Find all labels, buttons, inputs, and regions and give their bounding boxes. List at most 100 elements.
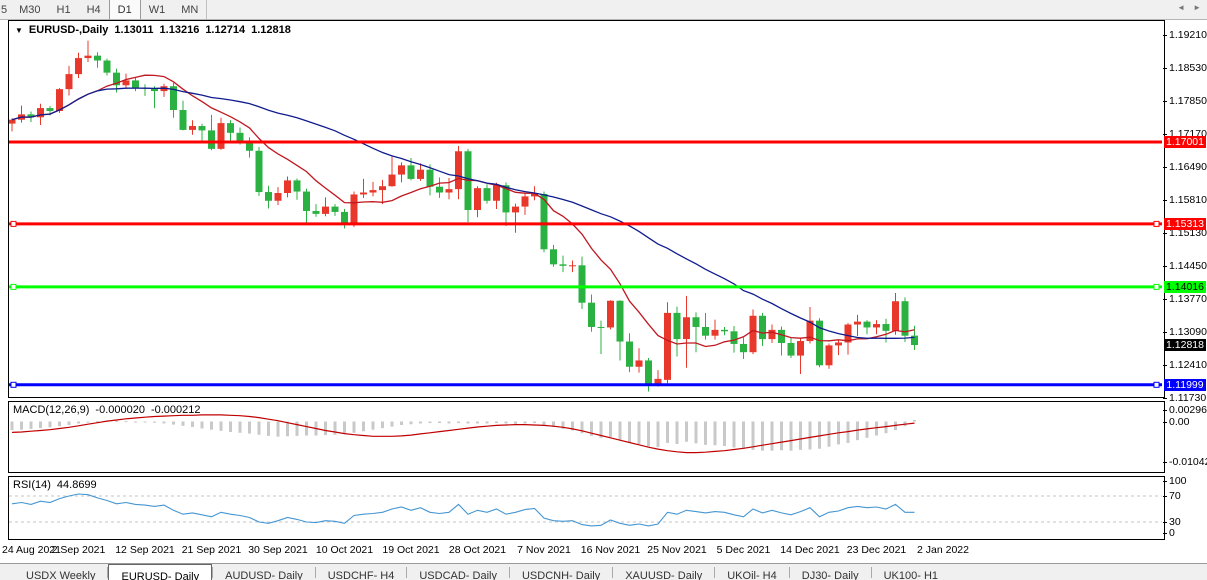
candle xyxy=(493,182,500,210)
line-anchor-handle[interactable] xyxy=(10,220,17,227)
tab-audusd-daily[interactable]: AUDUSD- Daily xyxy=(225,570,303,580)
macd-histogram-bar xyxy=(618,421,622,441)
candle xyxy=(9,118,16,132)
macd-histogram-bar xyxy=(324,421,327,436)
timeframe-button-5[interactable]: 5 xyxy=(1,3,8,16)
price-scale[interactable]: 1.19210 1.18530 1.17850 1.17170 1.16490 1.158… xyxy=(1163,0,1207,580)
date-label: 16 Nov 2021 xyxy=(580,544,641,556)
candle xyxy=(274,187,282,206)
price-tick-label: 1.13090 xyxy=(1169,325,1207,338)
macd-histogram-bar xyxy=(333,421,337,435)
line-anchor-handle[interactable] xyxy=(1153,283,1160,290)
price-tick-mark xyxy=(1163,265,1167,267)
macd-histogram-bar xyxy=(115,420,118,422)
macd-histogram-bar xyxy=(856,421,859,441)
candle xyxy=(103,58,111,76)
timeframe-button-H4[interactable]: H4 xyxy=(86,3,101,16)
rsi-tick-mark xyxy=(1163,496,1167,497)
candle xyxy=(569,260,576,273)
candle xyxy=(664,302,671,384)
rsi-tick-mark xyxy=(1163,481,1167,482)
price-tick-mark xyxy=(1163,331,1167,333)
tab-separator xyxy=(612,567,614,578)
tab-scroll-right-icon[interactable]: ► xyxy=(1193,3,1201,12)
macd-histogram-bar xyxy=(457,421,460,424)
price-chart-canvas[interactable] xyxy=(9,21,1162,395)
tab-usdx-weekly[interactable]: USDX Weekly xyxy=(26,570,96,580)
macd-histogram-bar xyxy=(172,421,175,425)
date-label: 24 Aug 2021 xyxy=(2,544,61,556)
line-anchor-handle[interactable] xyxy=(1153,220,1160,227)
candle xyxy=(578,256,586,309)
macd-histogram-bar xyxy=(248,421,251,434)
line-anchor-handle[interactable] xyxy=(1153,381,1160,388)
macd-histogram-bar xyxy=(628,421,631,443)
tab-separator xyxy=(508,567,510,578)
candle xyxy=(521,193,529,215)
price-chart-panel[interactable]: ▼ EURUSD-,Daily 1.13011 1.13216 1.12714 … xyxy=(8,20,1165,398)
macd-histogram-bar xyxy=(913,419,916,422)
candle xyxy=(322,197,329,217)
macd-histogram-bar xyxy=(751,421,755,450)
timeframe-button-MN[interactable]: MN xyxy=(181,3,199,16)
line-anchor-handle[interactable] xyxy=(10,283,17,290)
macd-histogram-bar xyxy=(352,421,356,433)
date-label: 2 Sep 2021 xyxy=(51,544,106,556)
candle xyxy=(778,326,785,356)
macd-canvas[interactable] xyxy=(9,402,1162,470)
tab-scroll-left-icon[interactable]: ◄ xyxy=(1177,3,1186,12)
ohlc-low: 1.12714 xyxy=(205,24,246,36)
candle xyxy=(692,312,700,353)
macd-histogram-bar xyxy=(656,421,660,448)
macd-histogram-bar xyxy=(818,421,821,449)
timeframe-button-D1[interactable]: D1 xyxy=(108,0,141,19)
rsi-label: RSI(14) 44.8699 xyxy=(13,479,97,491)
macd-panel[interactable]: MACD(12,26,9) -0.000020 -0.000212 xyxy=(8,401,1165,473)
timeframe-button-H1[interactable]: H1 xyxy=(56,3,71,16)
tab-usdcnh-daily[interactable]: USDCNH- Daily xyxy=(521,570,601,580)
price-tick-mark xyxy=(1163,232,1167,234)
tab-ukoil-h4[interactable]: UKOil- H4 xyxy=(727,570,777,580)
horizontal-line-1.14016[interactable] xyxy=(9,283,1162,290)
tab-dj30-daily[interactable]: DJ30- Daily xyxy=(801,570,859,580)
candle xyxy=(749,309,757,355)
line-anchor-handle[interactable] xyxy=(10,381,17,388)
candle xyxy=(426,164,434,196)
candle xyxy=(94,52,101,68)
tab-uk100-h1[interactable]: UK100- H1 xyxy=(883,570,939,580)
macd-tick-mark xyxy=(1163,410,1167,411)
macd-histogram-bar xyxy=(770,421,774,451)
horizontal-line-1.15313[interactable] xyxy=(9,220,1162,227)
timeframe-button-M30[interactable]: M30 xyxy=(19,3,41,16)
candle xyxy=(179,100,187,131)
macd-histogram-bar xyxy=(371,421,375,430)
macd-histogram-bar xyxy=(542,421,546,425)
timeframe-button-W1[interactable]: W1 xyxy=(148,3,166,16)
candle xyxy=(350,191,358,227)
tab-separator xyxy=(870,567,872,578)
macd-signal-value: -0.000212 xyxy=(150,404,201,416)
tab-usdchf-h4[interactable]: USDCHF- H4 xyxy=(327,570,395,580)
time-scale[interactable]: 24 Aug 2021 2 Sep 2021 12 Sep 2021 21 Sep 2… xyxy=(0,542,1207,558)
macd-histogram-bar xyxy=(286,421,289,437)
candle xyxy=(436,177,443,198)
tab-usdcad-daily[interactable]: USDCAD- Daily xyxy=(419,570,497,580)
candle xyxy=(151,86,158,109)
date-label: 5 Dec 2021 xyxy=(716,544,771,556)
macd-tick-label: -0.010422 xyxy=(1169,456,1207,468)
candle xyxy=(75,52,82,78)
ma-slow-line xyxy=(11,87,915,339)
macd-histogram-bar xyxy=(647,421,650,447)
macd-histogram-bar xyxy=(590,421,593,436)
candle xyxy=(502,182,510,227)
candle xyxy=(208,114,215,151)
candle xyxy=(759,312,766,346)
ma-fast-line xyxy=(11,74,915,348)
tab-eurusd-daily[interactable]: EURUSD- Daily xyxy=(108,564,213,580)
tab-xauusd-daily[interactable]: XAUUSD- Daily xyxy=(625,570,703,580)
price-tick-mark xyxy=(1163,298,1167,300)
macd-histogram-bar xyxy=(305,421,308,436)
horizontal-line-1.11999[interactable] xyxy=(9,381,1162,388)
rsi-panel[interactable]: RSI(14) 44.8699 xyxy=(8,476,1165,540)
rsi-canvas[interactable] xyxy=(9,477,1162,537)
